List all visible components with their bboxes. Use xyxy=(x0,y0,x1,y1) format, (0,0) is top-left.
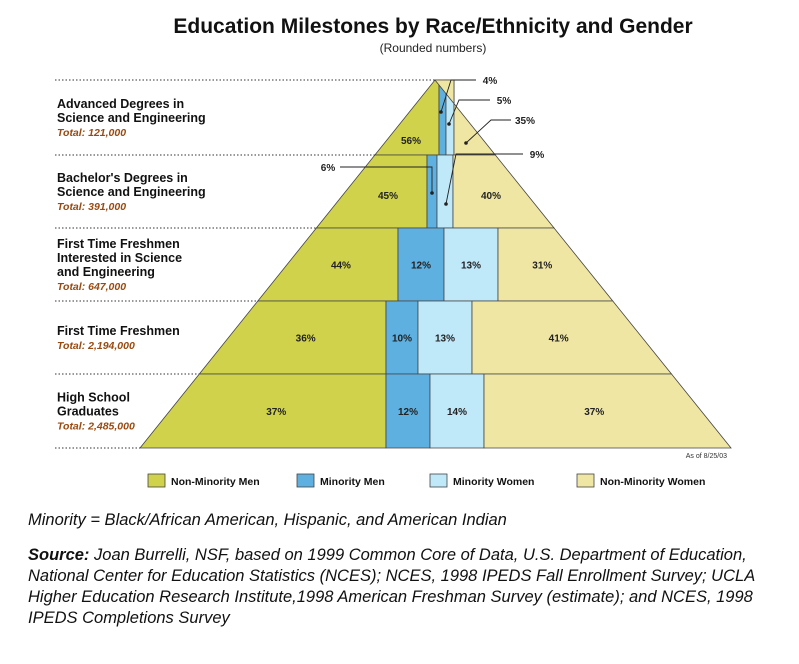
legend-swatch-non-minority-women xyxy=(576,473,595,488)
level2-label-line: Bachelor's Degrees in xyxy=(57,171,188,185)
value-level2-non-minority-men: 45% xyxy=(378,191,398,202)
value-level5-non-minority-men: 37% xyxy=(266,407,286,418)
segment-level5-non-minority-men xyxy=(139,373,387,449)
segment-level2-minority-women xyxy=(436,154,454,229)
level3-label-line: Interested in Science xyxy=(57,251,182,265)
level5-label-line: Graduates xyxy=(57,405,119,419)
level1-total: Total: 121,000 xyxy=(57,127,126,139)
value-level2-minority-women: 9% xyxy=(530,150,545,161)
value-level4-minority-men: 10% xyxy=(392,334,412,345)
legend-label-minority-men: Minority Men xyxy=(320,476,385,488)
chart-title: Education Milestones by Race/Ethnicity a… xyxy=(173,15,692,38)
value-level3-non-minority-women: 31% xyxy=(532,261,552,272)
value-level2-minority-men: 6% xyxy=(321,163,336,174)
callout-line xyxy=(340,166,433,193)
segment-level3-non-minority-men xyxy=(257,227,399,302)
callout-dot xyxy=(447,122,451,126)
level5-label-line: High School xyxy=(57,391,130,405)
value-level1-non-minority-men: 56% xyxy=(401,136,421,147)
level3-total: Total: 647,000 xyxy=(57,281,126,293)
segment-level5-non-minority-women xyxy=(483,373,732,449)
value-level5-minority-men: 12% xyxy=(398,407,418,418)
value-level1-minority-men: 4% xyxy=(483,76,498,87)
value-level1-minority-women: 5% xyxy=(497,96,512,107)
value-level4-minority-women: 13% xyxy=(435,334,455,345)
value-level3-minority-women: 13% xyxy=(461,261,481,272)
level2-label-line: Science and Engineering xyxy=(57,185,206,199)
segment-level2-non-minority-women xyxy=(452,154,555,229)
callout-line xyxy=(465,119,511,144)
value-level1-non-minority-women: 35% xyxy=(515,116,535,127)
legend-swatch-minority-women xyxy=(429,473,448,488)
segment-level3-non-minority-women xyxy=(497,227,614,302)
level3-label-line: and Engineering xyxy=(57,265,155,279)
level5-total: Total: 2,485,000 xyxy=(57,421,135,433)
callout-dot xyxy=(430,191,434,195)
notes: Minority = Black/African American, Hispa… xyxy=(28,510,788,629)
pyramid-layer xyxy=(139,79,732,449)
value-level3-minority-men: 12% xyxy=(411,261,431,272)
callout-dot xyxy=(444,202,448,206)
callout-dot xyxy=(439,110,443,114)
legend: Non-Minority Men Minority Men Minority Wom… xyxy=(147,473,705,488)
callout-line xyxy=(448,99,490,125)
minority-definition: Minority = Black/African American, Hispa… xyxy=(28,511,507,529)
source-text: Joan Burrelli, NSF, based on 1999 Common… xyxy=(28,546,755,627)
value-level5-non-minority-women: 37% xyxy=(584,407,604,418)
legend-swatch-non-minority-men xyxy=(147,473,166,488)
legend-label-non-minority-men: Non-Minority Men xyxy=(171,476,260,488)
level1-label-line: Science and Engineering xyxy=(57,111,206,125)
legend-label-minority-women: Minority Women xyxy=(453,476,534,488)
source-citation: Source: Joan Burrelli, NSF, based on 199… xyxy=(28,545,788,629)
level4-label-line: First Time Freshmen xyxy=(57,324,180,338)
value-level3-non-minority-men: 44% xyxy=(331,261,351,272)
chart-subtitle: (Rounded numbers) xyxy=(380,41,487,55)
segment-level4-non-minority-women xyxy=(471,300,673,375)
level4-total: Total: 2,194,000 xyxy=(57,340,135,352)
as-of-date: As of 8/25/03 xyxy=(686,453,727,460)
level1-label-line: Advanced Degrees in xyxy=(57,97,184,111)
source-label: Source: xyxy=(28,546,90,564)
callout-dot xyxy=(464,141,468,145)
callout-line xyxy=(440,79,476,113)
value-level5-minority-women: 14% xyxy=(447,407,467,418)
legend-swatch-minority-men xyxy=(296,473,315,488)
segment-level4-non-minority-men xyxy=(198,300,387,375)
level2-total: Total: 391,000 xyxy=(57,201,126,213)
callout-line xyxy=(445,153,523,205)
education-pyramid-chart: Education Milestones by Race/Ethnicity a… xyxy=(55,15,732,488)
level3-label-line: First Time Freshmen xyxy=(57,237,180,251)
value-level2-non-minority-women: 40% xyxy=(481,191,501,202)
value-level4-non-minority-men: 36% xyxy=(296,334,316,345)
value-level4-non-minority-women: 41% xyxy=(549,334,569,345)
legend-label-non-minority-women: Non-Minority Women xyxy=(600,476,705,488)
